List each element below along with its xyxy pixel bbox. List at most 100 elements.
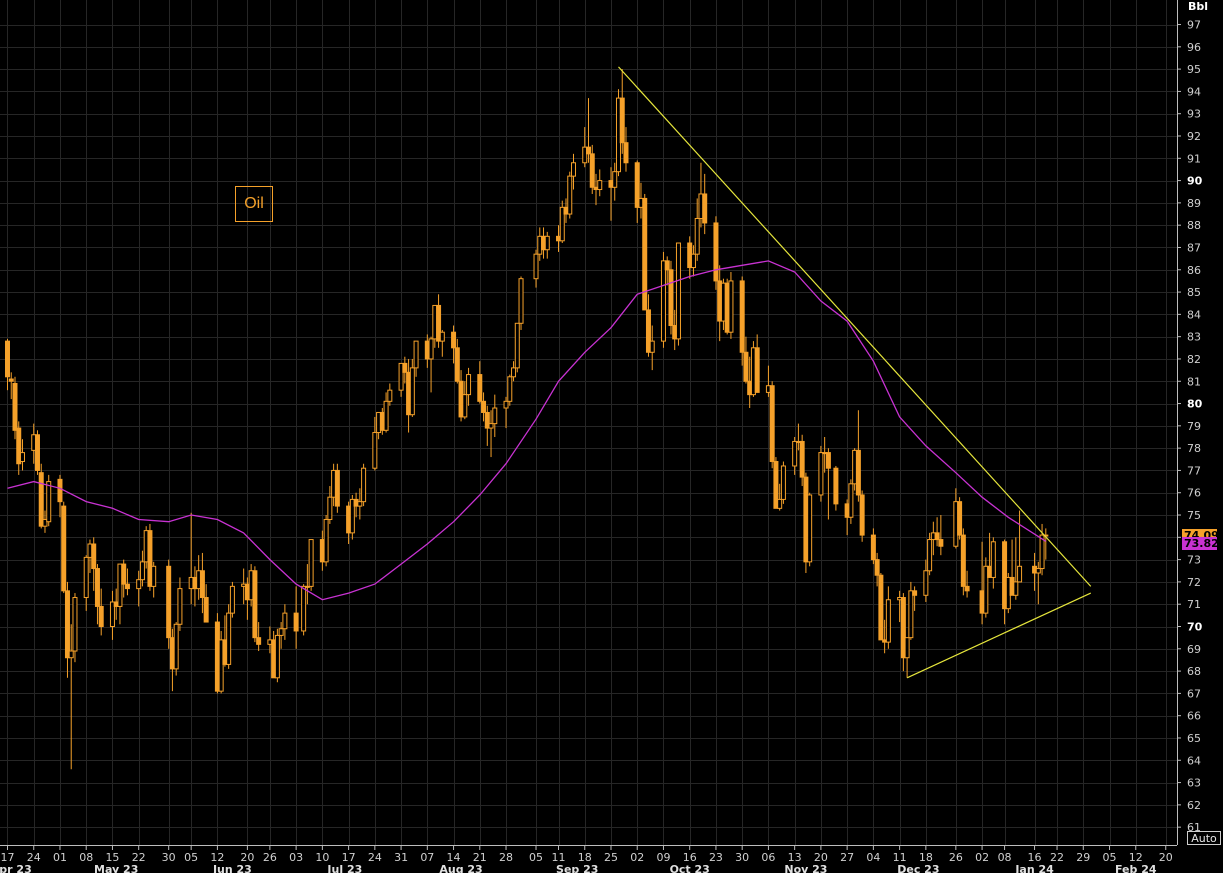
- candle-body: [323, 518, 329, 563]
- candle-body: [308, 539, 314, 587]
- y-tick-label: 95: [1187, 63, 1201, 76]
- candle-body: [218, 639, 224, 692]
- x-tick-label: 06: [761, 851, 775, 864]
- moving-average-line: [7, 260, 1047, 601]
- candle-body: [124, 583, 130, 590]
- unit-label: Bbl: [1188, 0, 1209, 13]
- x-tick-label: 10: [315, 851, 329, 864]
- candle-body: [327, 496, 333, 520]
- x-tick-label: 16: [683, 851, 697, 864]
- candle-body: [900, 597, 906, 659]
- y-tick-label: 61: [1187, 821, 1201, 834]
- candle-body: [702, 193, 708, 224]
- x-tick-label: 26: [949, 851, 963, 864]
- x-tick-label: 21: [473, 851, 487, 864]
- candle-body: [848, 483, 854, 518]
- candle-body: [349, 498, 355, 534]
- candle-body: [589, 153, 595, 188]
- x-tick-label: 22: [1050, 851, 1064, 864]
- x-tick-label: 12: [210, 851, 224, 864]
- x-month-label: Jan 24: [1014, 863, 1054, 873]
- candle-body: [151, 565, 157, 587]
- candle-body: [117, 563, 123, 607]
- y-tick-label: 84: [1187, 308, 1201, 321]
- candle-body: [136, 579, 142, 590]
- x-tick-label: 26: [263, 851, 277, 864]
- candle-body: [229, 585, 235, 614]
- candle-body: [121, 563, 127, 585]
- x-tick-label: 23: [709, 851, 723, 864]
- candle-body: [1013, 581, 1019, 596]
- y-tick-label: 78: [1187, 442, 1201, 455]
- candle-body: [743, 351, 749, 382]
- y-tick-label: 87: [1187, 241, 1201, 254]
- candle-body: [1039, 534, 1045, 570]
- candle-body: [492, 407, 498, 425]
- candle-body: [282, 612, 288, 630]
- x-tick-label: 27: [840, 851, 854, 864]
- x-month-label: Dec 23: [897, 863, 939, 873]
- x-month-label: Aug 23: [439, 863, 482, 873]
- candle-body: [428, 338, 434, 360]
- candle-body: [488, 423, 494, 429]
- y-tick-label: 71: [1187, 598, 1201, 611]
- x-month-label: Nov 23: [784, 863, 827, 873]
- candle-body: [83, 556, 89, 599]
- candle-body: [173, 623, 179, 670]
- candle-body: [938, 539, 944, 547]
- candle-body: [147, 530, 153, 587]
- candles: [4, 69, 1049, 770]
- candle-body: [64, 590, 70, 659]
- y-tick-label: 81: [1187, 375, 1201, 388]
- y-tick-label: 73: [1187, 554, 1201, 567]
- x-tick-label: 30: [162, 851, 176, 864]
- candle-body: [177, 588, 183, 625]
- candle-body: [383, 400, 389, 431]
- candle-body: [503, 400, 509, 409]
- candle-body: [859, 494, 865, 536]
- x-tick-label: 20: [814, 851, 828, 864]
- y-tick-label: 83: [1187, 331, 1201, 344]
- candle-body: [957, 501, 963, 536]
- x-tick-label: 31: [394, 851, 408, 864]
- candle-body: [451, 331, 457, 349]
- auto-scale-button[interactable]: Auto: [1187, 831, 1221, 845]
- candle-body: [777, 498, 783, 509]
- x-tick-label: 11: [552, 851, 566, 864]
- candle-body: [825, 452, 831, 469]
- x-tick-label: 13: [788, 851, 802, 864]
- candle-body: [34, 434, 40, 471]
- y-tick-label: 72: [1187, 576, 1201, 589]
- x-tick-label: 20: [240, 851, 254, 864]
- candle-body: [694, 217, 700, 255]
- candle-body: [807, 494, 813, 563]
- candle-body: [454, 347, 460, 382]
- candle-body: [139, 561, 145, 581]
- candle-body: [166, 565, 172, 639]
- candle-body: [46, 481, 52, 523]
- candle-body: [98, 605, 104, 628]
- y-tick-label: 80: [1187, 398, 1203, 411]
- candle-body: [571, 162, 577, 177]
- y-tick-label: 70: [1187, 621, 1203, 634]
- candle-body: [833, 467, 839, 505]
- x-tick-label: 29: [1076, 851, 1090, 864]
- candle-body: [912, 590, 918, 596]
- x-tick-label: 03: [289, 851, 303, 864]
- y-tick-label: 69: [1187, 643, 1201, 656]
- candle-body: [559, 206, 565, 242]
- x-tick-label: 08: [79, 851, 93, 864]
- candle-body: [645, 309, 651, 353]
- candle-body: [773, 461, 779, 509]
- candle-body: [792, 440, 798, 467]
- y-tick-label: 86: [1187, 264, 1201, 277]
- candle-body: [226, 612, 232, 665]
- candle-body: [964, 585, 970, 592]
- candle-body: [484, 411, 490, 429]
- y-tick-label: 85: [1187, 286, 1201, 299]
- candle-body: [94, 568, 100, 607]
- legend-oil[interactable]: Oil: [235, 186, 273, 222]
- candle-body: [983, 565, 989, 614]
- x-tick-label: 11: [893, 851, 907, 864]
- candle-body: [372, 432, 378, 469]
